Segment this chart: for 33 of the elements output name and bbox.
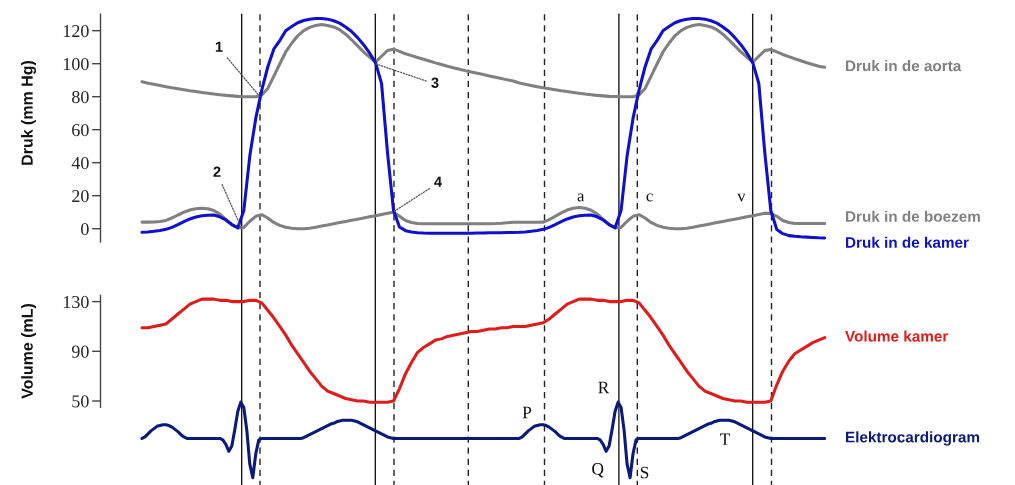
- annotation: c: [646, 193, 653, 202]
- y-tick-label: 40: [71, 156, 89, 170]
- line-series: [140, 16, 827, 240]
- y-tick-label: 80: [72, 90, 89, 104]
- series-label: Druk in de kamer: [846, 236, 969, 248]
- annotation: 3: [431, 77, 439, 88]
- annotation: 4: [434, 176, 442, 187]
- line-series: [140, 22, 827, 99]
- line-series: [140, 206, 827, 231]
- annotation: 2: [213, 166, 221, 177]
- y-tick-label: 60: [72, 123, 89, 137]
- y-tick-label: 120: [63, 24, 89, 38]
- annotation: R: [598, 381, 610, 394]
- y-tick-label: 20: [72, 189, 89, 203]
- y-tick-label: 100: [63, 57, 89, 71]
- annotation: 1: [215, 41, 223, 52]
- y-tick-label: 0: [81, 222, 89, 236]
- series-label: Elektrocardiogram: [846, 431, 980, 446]
- y-axis-title: Druk (mm Hg): [21, 60, 36, 165]
- annotation: P: [522, 406, 532, 419]
- y-axis-title: Volume (mL): [21, 304, 36, 399]
- y-tick-label: 90: [71, 345, 89, 358]
- annotation: S: [640, 466, 649, 479]
- y-tick-label: 130: [63, 295, 89, 309]
- series-label: Druk in de aorta: [846, 60, 962, 72]
- series-label: Volume kamer: [845, 330, 949, 342]
- annotation: a: [577, 193, 585, 202]
- annotation: Q: [592, 463, 604, 478]
- y-tick-label: 50: [72, 395, 89, 408]
- series-label: Druk in de boezem: [846, 210, 980, 222]
- line-series: [140, 297, 827, 404]
- annotation: v: [737, 193, 746, 202]
- annotation: T: [720, 433, 731, 445]
